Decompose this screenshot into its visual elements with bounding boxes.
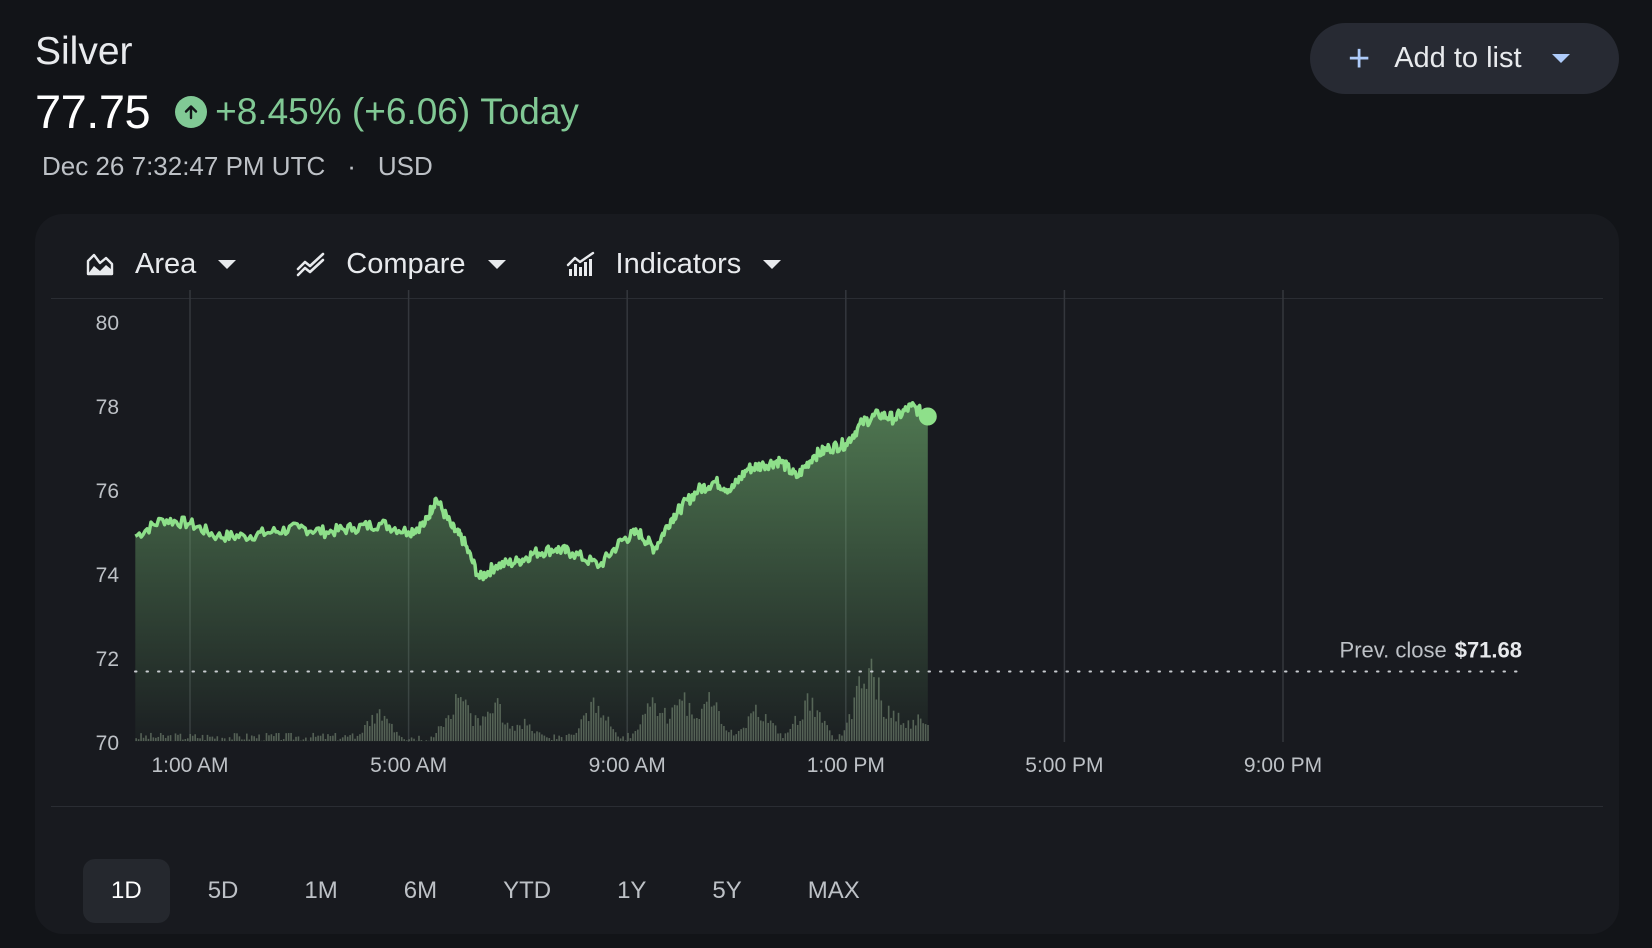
volume-bar [927, 724, 929, 741]
chevron-down-icon[interactable] [1551, 54, 1570, 63]
meta-separator: · [347, 151, 356, 181]
y-tick-label: 78 [96, 396, 119, 419]
chevron-down-icon [763, 259, 782, 269]
price-area [135, 402, 928, 742]
range-max[interactable]: MAX [807, 877, 860, 904]
chevron-down-icon [218, 259, 237, 269]
range-5d[interactable]: 5D [207, 877, 239, 904]
compare-dropdown[interactable]: Compare [296, 247, 506, 281]
compare-label: Compare [346, 247, 466, 280]
price-line [134, 401, 929, 582]
prev-close-value: $71.68 [1455, 637, 1522, 662]
arrow-up-icon [175, 95, 208, 128]
x-tick-label: 5:00 AM [370, 754, 447, 777]
range-5y[interactable]: 5Y [712, 877, 742, 904]
chevron-down-icon [487, 259, 506, 269]
area-dropdown[interactable]: Area [85, 247, 237, 281]
y-tick-label: 80 [96, 312, 119, 335]
y-tick-label: 72 [96, 648, 119, 671]
chart-toolbar: Area Compare Indicators [85, 242, 841, 286]
range-1d[interactable]: 1D [83, 859, 170, 923]
current-price: 77.75 [35, 85, 151, 138]
y-tick-label: 76 [96, 480, 119, 503]
range-6m[interactable]: 6M [403, 877, 438, 904]
x-tick-label: 5:00 PM [1025, 754, 1103, 777]
price-row: 77.75 +8.45% (+6.06) Today [35, 84, 579, 139]
x-tick-label: 1:00 PM [807, 754, 885, 777]
prev-close-text: Prev. close [1340, 637, 1447, 662]
chart-card: Area Compare Indicators [35, 214, 1619, 934]
indicators-icon [566, 251, 594, 276]
compare-icon [296, 252, 325, 277]
price-change: +8.45% (+6.06) Today [175, 91, 579, 133]
x-tick-label: 9:00 PM [1244, 754, 1322, 777]
ranges-divider [51, 806, 1603, 807]
x-tick-label: 9:00 AM [589, 754, 666, 777]
indicators-dropdown[interactable]: Indicators [566, 248, 782, 281]
x-tick-label: 1:00 AM [151, 754, 228, 777]
toolbar-divider [51, 298, 1603, 299]
add-to-list-button[interactable]: + Add to list [1310, 23, 1619, 94]
currency: USD [377, 151, 433, 181]
quote-meta: Dec 26 7:32:47 PM UTC · USD [42, 151, 433, 182]
change-period: Today [480, 90, 579, 132]
plus-icon: + [1348, 37, 1371, 80]
change-value: +8.45% (+6.06) [215, 90, 471, 132]
indicators-label: Indicators [615, 247, 742, 280]
range-selector: 1D 5D 1M 6M YTD 1Y 5Y MAX [83, 859, 898, 923]
range-1y[interactable]: 1Y [617, 877, 647, 904]
range-1m[interactable]: 1M [304, 877, 338, 904]
prev-close-label: Prev. close $71.68 [1340, 637, 1522, 662]
current-price-marker [918, 407, 937, 426]
area-label: Area [135, 247, 197, 280]
range-ytd[interactable]: YTD [503, 877, 552, 904]
y-tick-label: 70 [96, 732, 119, 755]
area-chart-icon [86, 253, 114, 276]
price-chart[interactable]: 80 78 76 74 72 70 1:00 AM 5:00 AM 9:00 AM 1:00 P… [35, 214, 1619, 814]
timestamp: Dec 26 7:32:47 PM UTC [42, 151, 326, 181]
y-tick-label: 74 [96, 564, 120, 587]
asset-title: Silver [35, 30, 133, 73]
add-to-list-label: Add to list [1394, 42, 1522, 74]
